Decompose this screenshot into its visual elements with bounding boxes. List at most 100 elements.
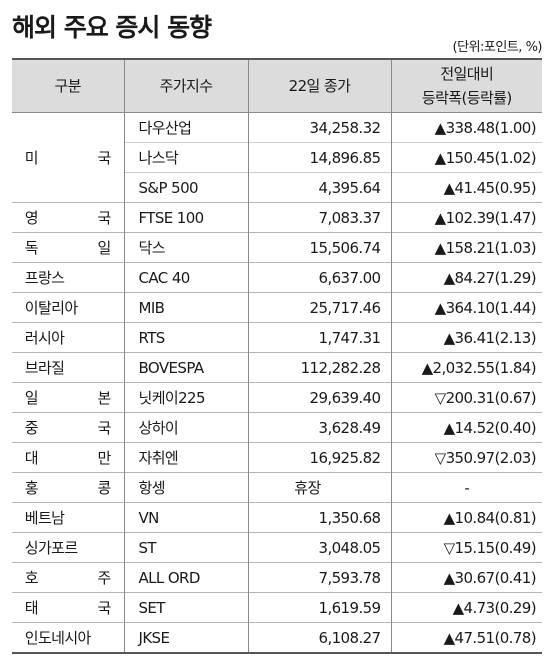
table-row: 홍 콩 항셍 휴장 - xyxy=(12,472,542,503)
country-name: 브라질 xyxy=(24,359,65,377)
country-cell: 대 만 xyxy=(12,442,125,473)
table-row: 영 국 FTSE 100 7,083.37 ▲102.39(1.47) xyxy=(12,202,542,233)
close-value-cell: 16,925.82 xyxy=(248,442,392,473)
header-change-line2: 등락폭(등락률) xyxy=(421,89,512,107)
table-row: 중 국 상하이 3,628.49 ▲14.52(0.40) xyxy=(12,412,542,443)
index-name-cell: BOVESPA xyxy=(124,352,249,383)
change-value-cell: ▲158.21(1.03) xyxy=(434,238,537,257)
close-value-cell: 29,639.40 xyxy=(248,382,392,413)
index-name-cell: ST xyxy=(124,532,249,563)
country-name: 대 만 xyxy=(24,449,112,467)
index-name-cell: 다우산업 xyxy=(124,112,249,143)
header-change-line1: 전일대비 xyxy=(440,65,494,83)
country-name: 이탈리아 xyxy=(24,299,78,317)
table-row: 나스닥 14,896.85 ▲150.45(1.02) xyxy=(12,142,542,173)
index-name-cell: ALL ORD xyxy=(124,562,249,593)
change-value-cell: - xyxy=(464,478,470,497)
country-cell: 영 국 xyxy=(12,202,125,233)
close-value-cell: 1,747.31 xyxy=(248,322,392,353)
change-value-cell: ▲364.10(1.44) xyxy=(434,298,537,317)
table-row: 미 국 다우산업 34,258.32 ▲338.48(1.00) xyxy=(12,112,542,203)
country-name: 베트남 xyxy=(24,509,65,527)
close-value-cell: 6,108.27 xyxy=(248,622,392,653)
index-name-cell: 나스닥 xyxy=(124,142,249,173)
country-name: 프랑스 xyxy=(24,269,65,287)
table-row: 일 본 닛케이225 29,639.40 ▽200.31(0.67) xyxy=(12,382,542,413)
country-cell: 브라질 xyxy=(12,352,125,383)
stock-index-table: 구분 주가지수 22일 종가 전일대비 등락폭(등락률) 미 국 다우산업 34,2… xyxy=(12,58,542,654)
change-value-cell: ▲10.84(0.81) xyxy=(443,508,537,527)
close-value-cell: 7,083.37 xyxy=(248,202,392,233)
close-value-cell: 6,637.00 xyxy=(248,262,392,293)
country-cell: 태 국 xyxy=(12,592,125,623)
country-cell: 중 국 xyxy=(12,412,125,443)
country-cell: 일 본 xyxy=(12,382,125,413)
index-name-cell: CAC 40 xyxy=(124,262,249,293)
change-value-cell: ▽350.97(2.03) xyxy=(434,448,537,467)
close-value-cell: 3,048.05 xyxy=(248,532,392,563)
close-value-cell: 15,506.74 xyxy=(248,232,392,263)
country-cell: 미 국 xyxy=(12,112,125,203)
unit-label: (단위:포인트, %) xyxy=(452,40,543,55)
table-row: 인도네시아 JKSE 6,108.27 ▲47.51(0.78) xyxy=(12,622,542,653)
page-title: 해외 주요 증시 동향 xyxy=(12,13,212,42)
close-value-cell: 112,282.28 xyxy=(248,352,392,383)
close-value-cell: 25,717.46 xyxy=(248,292,392,323)
country-name: 영 국 xyxy=(24,209,112,227)
table-row: 호 주 ALL ORD 7,593.78 ▲30.67(0.41) xyxy=(12,562,542,593)
table-row: S&P 500 4,395.64 ▲41.45(0.95) xyxy=(12,172,542,203)
country-name: 미 국 xyxy=(24,149,112,167)
change-value-cell: ▽200.31(0.67) xyxy=(434,388,537,407)
country-cell: 독 일 xyxy=(12,232,125,263)
table-row: 이탈리아 MIB 25,717.46 ▲364.10(1.44) xyxy=(12,292,542,323)
change-value-cell: ▲14.52(0.40) xyxy=(443,418,537,437)
country-name: 독 일 xyxy=(24,239,112,257)
index-name-cell: 자취엔 xyxy=(124,442,249,473)
change-value-cell: ▽15.15(0.49) xyxy=(443,538,537,557)
country-name: 태 국 xyxy=(24,599,112,617)
country-cell: 인도네시아 xyxy=(12,622,125,653)
table-header: 구분 주가지수 22일 종가 전일대비 등락폭(등락률) xyxy=(12,59,542,113)
country-name: 러시아 xyxy=(24,329,65,347)
country-name: 중 국 xyxy=(24,419,112,437)
change-value-cell: ▲84.27(1.29) xyxy=(443,268,537,287)
country-name: 홍 콩 xyxy=(24,479,112,497)
index-name-cell: 상하이 xyxy=(124,412,249,443)
country-name: 호 주 xyxy=(24,569,112,587)
index-name-cell: RTS xyxy=(124,322,249,353)
index-name-cell: 항셍 xyxy=(124,472,249,503)
table-row: 독 일 닥스 15,506.74 ▲158.21(1.03) xyxy=(12,232,542,263)
table-row: 러시아 RTS 1,747.31 ▲36.41(2.13) xyxy=(12,322,542,353)
header-index: 주가지수 xyxy=(124,59,249,113)
country-cell: 싱가포르 xyxy=(12,532,125,563)
header-close: 22일 종가 xyxy=(248,59,392,113)
country-name: 싱가포르 xyxy=(24,539,78,557)
close-value-cell: 7,593.78 xyxy=(248,562,392,593)
close-value-cell: 휴장 xyxy=(248,472,392,503)
index-name-cell: S&P 500 xyxy=(124,172,249,203)
country-name: 인도네시아 xyxy=(24,629,92,647)
change-value-cell: ▲150.45(1.02) xyxy=(434,148,537,167)
country-cell: 베트남 xyxy=(12,502,125,533)
table-row: 프랑스 CAC 40 6,637.00 ▲84.27(1.29) xyxy=(12,262,542,293)
country-cell: 호 주 xyxy=(12,562,125,593)
change-value-cell: ▲102.39(1.47) xyxy=(434,208,537,227)
change-value-cell: ▲47.51(0.78) xyxy=(443,628,537,647)
index-name-cell: MIB xyxy=(124,292,249,323)
country-cell: 프랑스 xyxy=(12,262,125,293)
index-name-cell: JKSE xyxy=(124,622,249,653)
table-body: 미 국 다우산업 34,258.32 ▲338.48(1.00) 나스닥 14,896.8… xyxy=(12,112,542,653)
index-name-cell: FTSE 100 xyxy=(124,202,249,233)
index-name-cell: 닥스 xyxy=(124,232,249,263)
country-cell: 러시아 xyxy=(12,322,125,353)
country-name: 일 본 xyxy=(24,389,112,407)
change-value-cell: ▲30.67(0.41) xyxy=(443,568,537,587)
table-row: 베트남 VN 1,350.68 ▲10.84(0.81) xyxy=(12,502,542,533)
index-name-cell: SET xyxy=(124,592,249,623)
change-value-cell: ▲2,032.55(1.84) xyxy=(421,358,537,377)
close-value-cell: 34,258.32 xyxy=(248,112,392,143)
close-value-cell: 4,395.64 xyxy=(248,172,392,203)
table-row: 태 국 SET 1,619.59 ▲4.73(0.29) xyxy=(12,592,542,623)
index-name-cell: VN xyxy=(124,502,249,533)
